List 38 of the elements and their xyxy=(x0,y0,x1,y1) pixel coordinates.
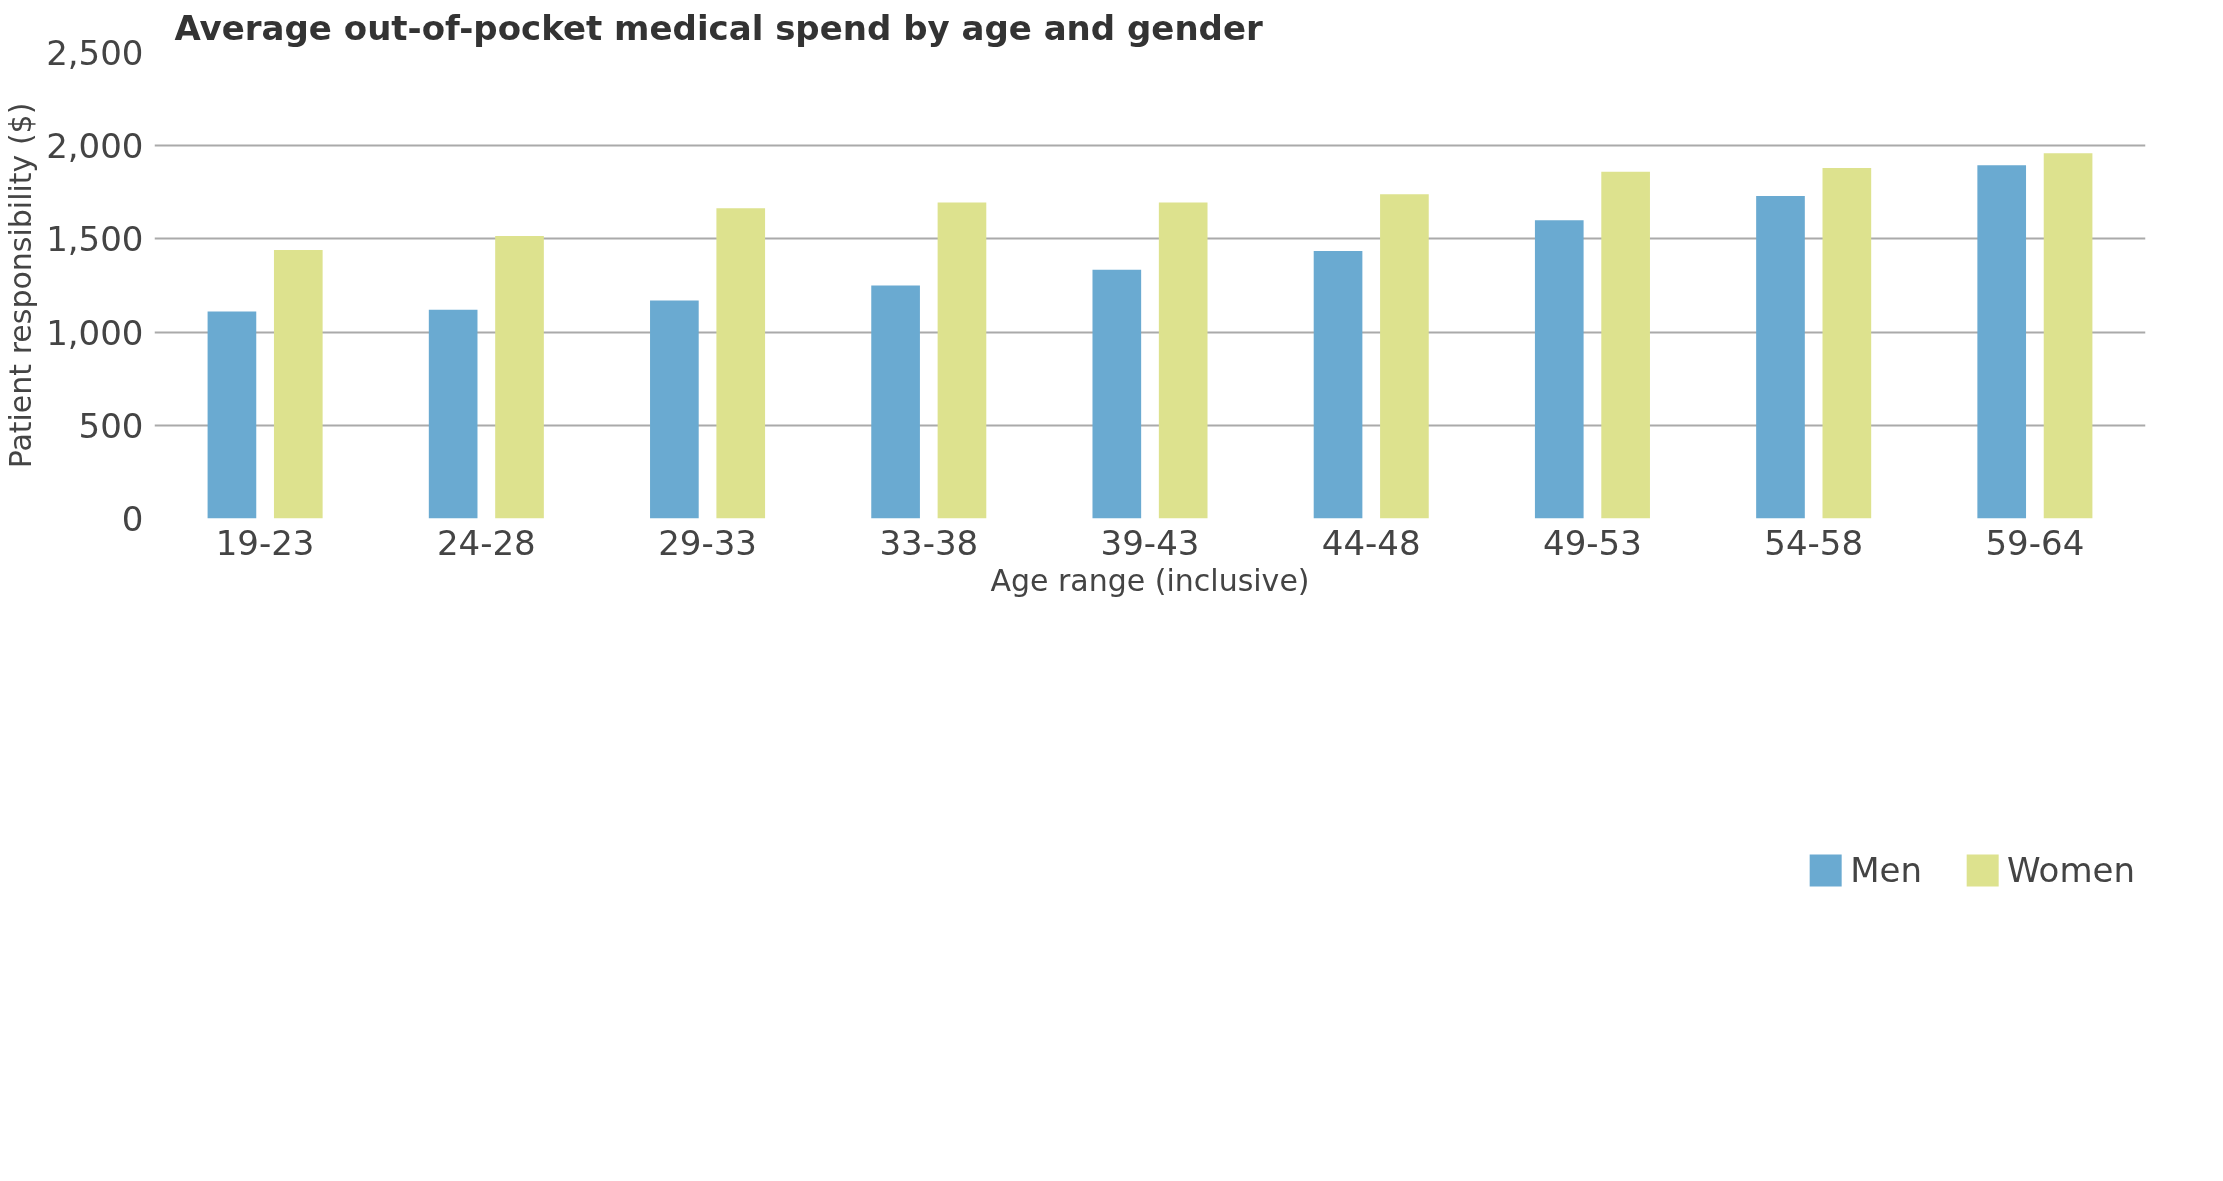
bar xyxy=(871,285,920,519)
x-tick-label: 44-48 xyxy=(1321,522,1421,563)
bar xyxy=(207,311,257,519)
x-tick-label: 33-38 xyxy=(879,522,979,563)
legend-label: Women xyxy=(2006,850,2135,890)
y-tick-label: 1,000 xyxy=(46,312,144,353)
y-tick-label: 2,000 xyxy=(46,126,144,167)
bar xyxy=(716,208,766,519)
chart-title: Average out-of-pocket medical spend by age and gender xyxy=(174,7,1263,48)
bar xyxy=(2043,153,2093,519)
x-axis-title: Age range (inclusive) xyxy=(990,562,1310,598)
bar xyxy=(937,202,987,519)
legend-label: Men xyxy=(1850,850,1922,890)
y-tick-label: 500 xyxy=(78,405,144,446)
y-tick-label: 0 xyxy=(121,499,144,539)
x-tick-label: 39-43 xyxy=(1100,522,1200,563)
x-tick-label: 54-58 xyxy=(1764,522,1864,563)
bar xyxy=(1534,220,1584,519)
bar xyxy=(273,250,323,519)
bar xyxy=(1601,171,1650,519)
bar xyxy=(1092,269,1142,519)
x-tick-label: 19-23 xyxy=(215,522,315,563)
bar xyxy=(1822,168,1872,519)
bar xyxy=(650,300,699,519)
bar xyxy=(1158,202,1208,519)
x-tick-label: 49-53 xyxy=(1543,522,1642,563)
x-tick-label: 29-33 xyxy=(658,522,757,563)
bar xyxy=(495,236,544,519)
x-tick-label: 59-64 xyxy=(1985,522,2085,563)
y-tick-label: 2,500 xyxy=(46,33,144,73)
bar xyxy=(428,309,478,519)
bar xyxy=(1756,196,1805,519)
bar xyxy=(1313,251,1363,519)
x-tick-label: 24-28 xyxy=(436,522,536,563)
y-tick-label: 1,500 xyxy=(46,219,144,260)
bar xyxy=(1977,165,2027,519)
bar xyxy=(1380,194,1429,519)
y-axis-title: Patient responsibility ($) xyxy=(3,102,39,469)
